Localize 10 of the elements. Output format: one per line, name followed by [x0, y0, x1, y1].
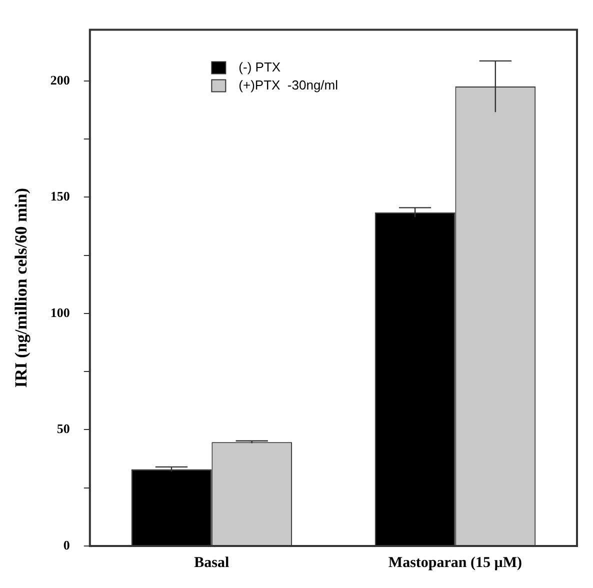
y-tick-label: 200 — [50, 72, 70, 88]
y-tick-label: 0 — [63, 537, 70, 552]
x-tick-label: Basal — [194, 554, 230, 571]
y-tick-label: 50 — [56, 421, 70, 436]
y-tick-label: 150 — [50, 188, 70, 204]
y-tick-label: 100 — [50, 304, 70, 320]
legend-label: (+)PTX -30ng/ml — [238, 77, 338, 92]
legend-label: (-) PTX — [238, 59, 281, 74]
y-axis-title: IRI (ng/million cels/60 min) — [12, 188, 31, 388]
x-tick-label: Mastoparan (15 µM) — [388, 554, 522, 571]
